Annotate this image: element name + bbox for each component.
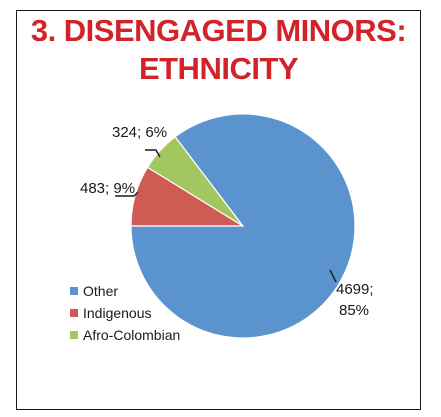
legend-label-afro-colombian: Afro-Colombian [83, 327, 180, 343]
legend-swatch-other [70, 287, 78, 295]
data-label-other-percent: 85% [339, 302, 369, 319]
legend-swatch-afro-colombian [70, 331, 78, 339]
data-label-indigenous: 483; 9% [80, 180, 135, 197]
legend-label-other: Other [83, 283, 118, 299]
data-label-other-value: 4699; [336, 281, 374, 298]
data-label-afro-colombian: 324; 6% [112, 124, 167, 141]
legend-label-indigenous: Indigenous [83, 305, 152, 321]
legend-swatch-indigenous [70, 309, 78, 317]
